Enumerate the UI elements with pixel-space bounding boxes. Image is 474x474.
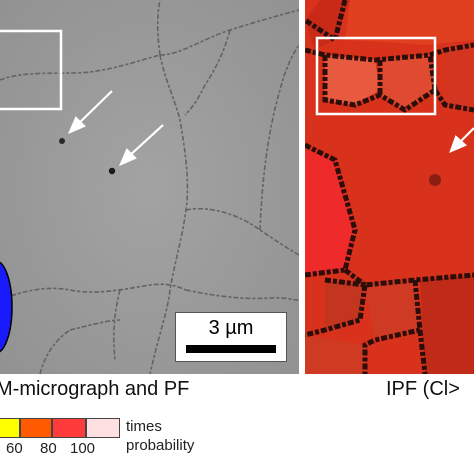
arrow-icon [118,124,164,167]
caption-ipf: IPF (Cl> [386,378,460,400]
legend-tick: 100 [70,440,96,457]
pole-figure [0,261,13,353]
sem-micrograph-panel: 3 µm [0,0,299,374]
scale-bar-line [186,345,276,353]
inset-box [0,29,63,111]
sem-image [0,0,299,374]
legend-label-line1: times [126,418,162,435]
arrow-icon [449,127,474,154]
scale-bar-box: 3 µm [175,312,287,362]
particle-dot [429,174,441,186]
legend-tick: 80 [40,440,57,457]
scale-bar-label: 3 µm [208,317,254,339]
legend-swatch [0,418,20,438]
particle-dot [59,138,65,144]
legend-swatch [20,418,52,438]
legend-label-line2: probability [126,437,195,454]
arrow-icon [67,90,113,135]
ipf-map-panel [305,0,474,374]
legend-swatch [52,418,86,438]
particle-dot [108,167,116,175]
caption-sem: M-micrograph and PF [0,378,190,400]
inset-box [315,36,437,116]
legend-tick: 60 [6,440,23,457]
ipf-image [305,0,474,374]
legend-swatch [86,418,120,438]
